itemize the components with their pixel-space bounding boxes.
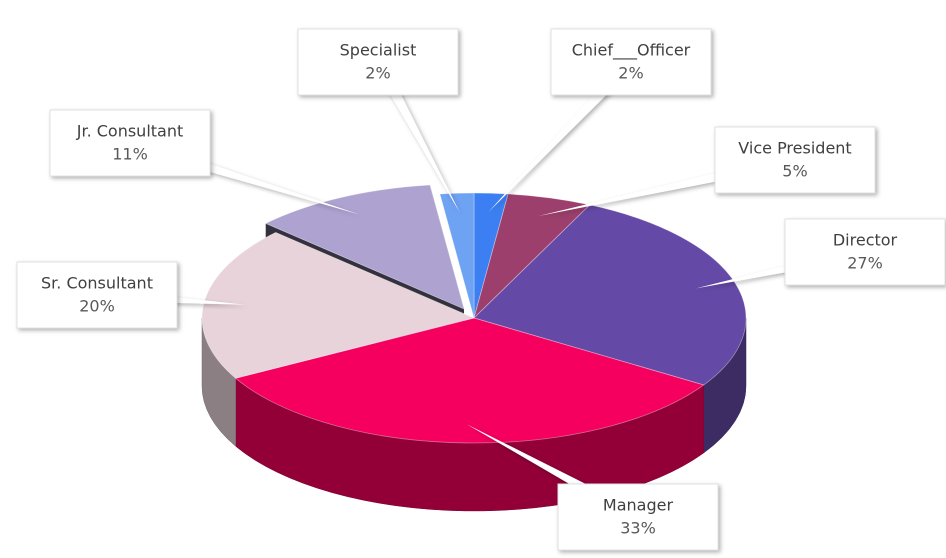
callout-box	[297, 28, 459, 96]
callout-box	[49, 109, 211, 177]
pie-tops	[201, 184, 747, 444]
slice	[234, 317, 705, 444]
slice	[264, 184, 465, 310]
label-name: Sr. Consultant	[41, 274, 153, 293]
label-value: 11%	[112, 145, 148, 164]
callout-box	[714, 126, 876, 194]
callout-box	[550, 28, 712, 96]
label-value: 5%	[782, 162, 807, 181]
label-name: Vice President	[738, 139, 851, 158]
slice	[439, 192, 475, 319]
label-name: Jr. Consultant	[76, 122, 184, 141]
label-value: 2%	[618, 64, 643, 83]
slice	[473, 192, 509, 319]
label-name: Specialist	[340, 41, 417, 60]
label-name: Director	[833, 231, 898, 250]
label-value: 27%	[847, 254, 883, 273]
callout-pointer	[372, 59, 460, 212]
label-value: 2%	[365, 64, 390, 83]
data-labels: Chief___Officer 2% Vice President 5% Directo…	[16, 28, 946, 551]
callout-box	[557, 483, 719, 551]
callout-box	[784, 218, 946, 286]
label-value: 33%	[620, 519, 656, 538]
slice	[473, 204, 747, 386]
callout-box	[16, 261, 178, 329]
label-name: Manager	[603, 496, 674, 515]
label-name: Chief___Officer	[572, 41, 691, 61]
label-value: 20%	[79, 297, 115, 316]
callout-pointer	[488, 57, 636, 212]
